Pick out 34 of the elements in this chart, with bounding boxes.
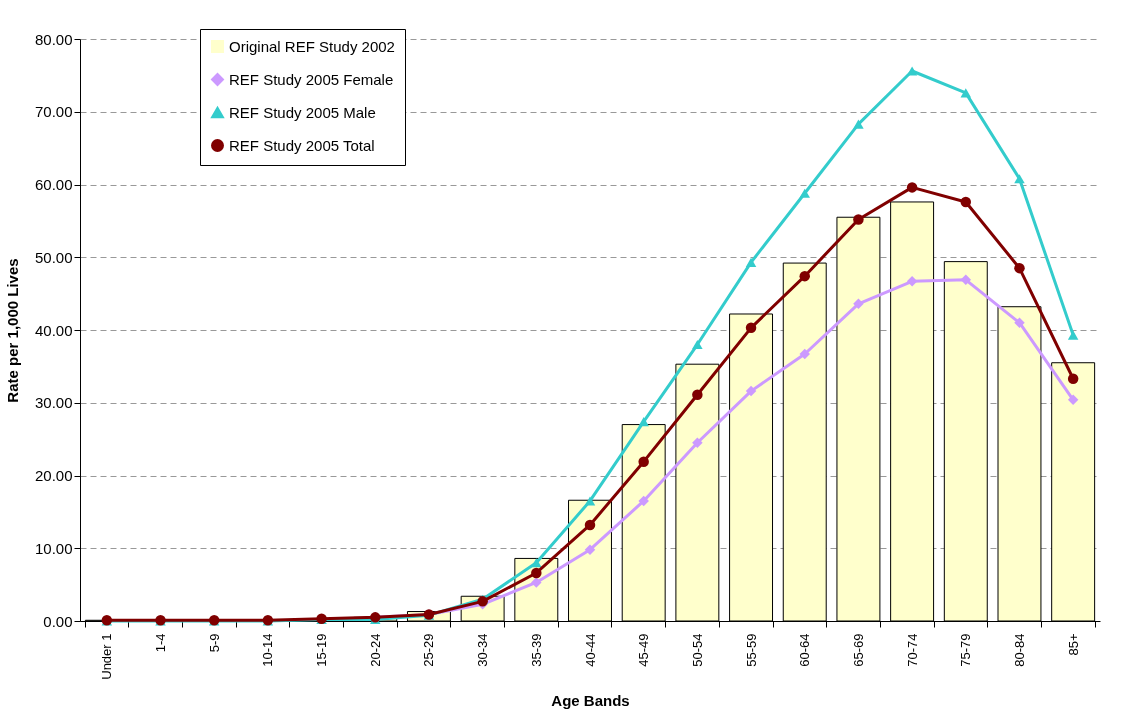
x-tick-label: Under 1: [99, 633, 115, 680]
x-tick-label: 10-14: [260, 633, 276, 667]
x-tick-label: 80-84: [1011, 633, 1027, 667]
x-tick-label: 65-69: [850, 633, 866, 667]
y-tick-label: 50.00: [34, 248, 73, 266]
x-tick-label: 45-49: [636, 633, 652, 667]
x-tick-label: 30-34: [475, 633, 491, 667]
y-tick-label: 30.00: [34, 394, 73, 412]
x-tick-label: 85+: [1065, 633, 1081, 656]
x-tick-label: 35-39: [528, 633, 544, 667]
x-tick-label: 40-44: [582, 633, 598, 667]
x-tick-label: 5-9: [206, 633, 222, 653]
legend-label: REF Study 2005 Total: [229, 136, 375, 154]
y-tick-label: 60.00: [34, 176, 73, 193]
x-tick-label: 1-4: [153, 633, 169, 653]
x-tick-label: 55-59: [743, 633, 759, 667]
x-axis-title: Age Bands: [551, 691, 630, 709]
legend-label: REF Study 2005 Female: [229, 70, 394, 88]
x-tick-label: 70-74: [904, 633, 920, 667]
x-tick-label: 25-29: [421, 633, 437, 667]
legend-label: Original REF Study 2002: [229, 37, 395, 55]
x-tick-label: 75-79: [958, 633, 974, 667]
y-tick-label: 70.00: [34, 103, 73, 121]
y-tick-label: 0.00: [43, 612, 73, 630]
x-tick-label: 15-19: [314, 633, 330, 667]
y-tick-label: 40.00: [34, 321, 73, 339]
x-tick-label: 20-24: [367, 633, 383, 667]
y-tick-label: 10.00: [34, 539, 73, 557]
legend-label: REF Study 2005 Male: [229, 103, 376, 121]
x-tick-label: 60-64: [797, 633, 813, 667]
y-tick-label: 80.00: [34, 30, 73, 48]
x-tick-label: 50-54: [689, 633, 705, 667]
y-axis-title: Rate per 1,000 Lives: [3, 258, 21, 403]
y-tick-label: 20.00: [34, 467, 73, 484]
